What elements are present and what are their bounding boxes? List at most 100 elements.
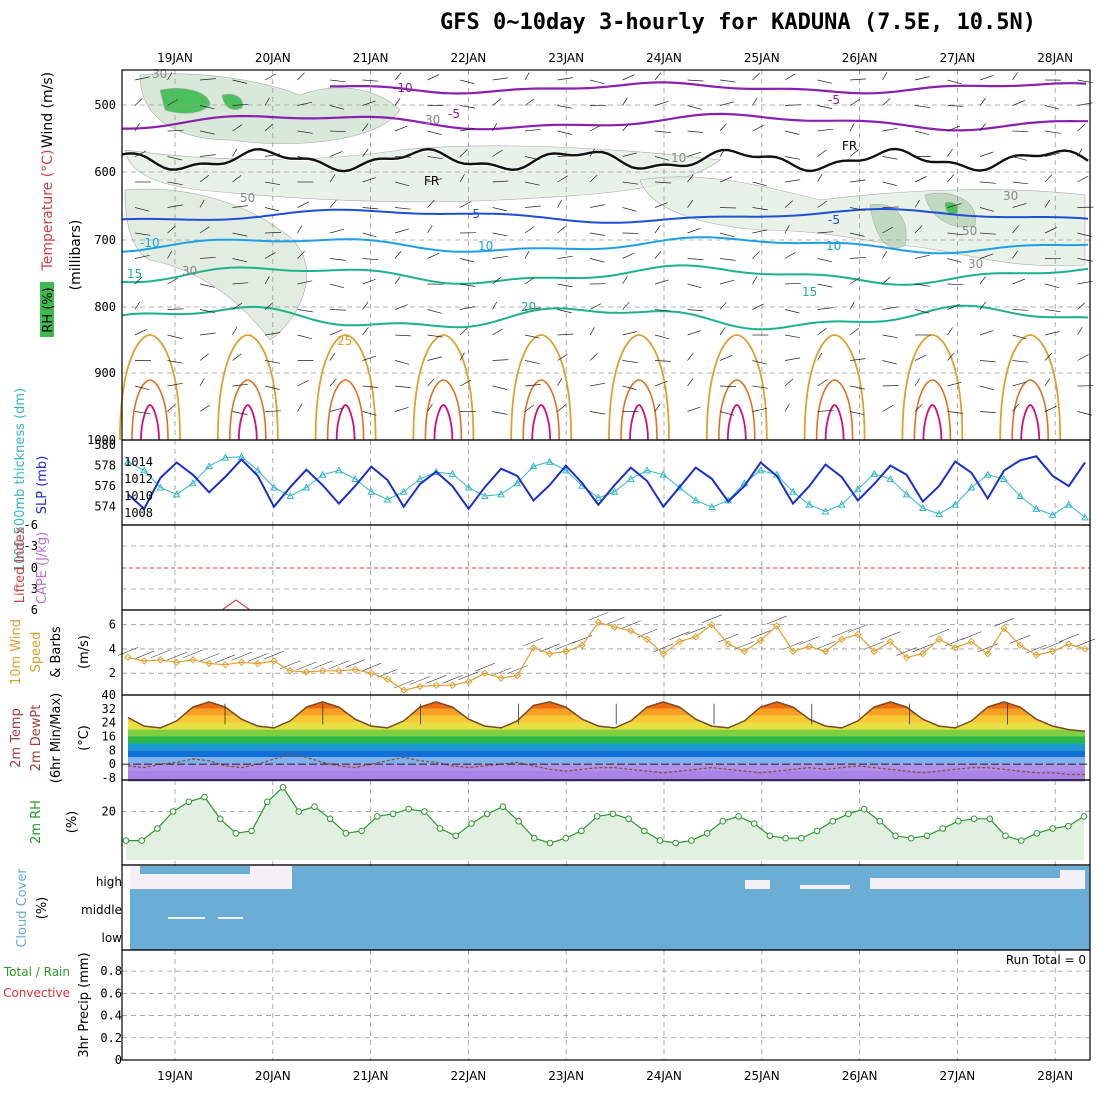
wind-barb — [394, 304, 408, 310]
rh2m-point — [185, 798, 193, 806]
wind-barb — [1012, 72, 1018, 81]
wind-barb — [362, 411, 377, 416]
wind10-barb — [766, 615, 787, 625]
wind-barb — [167, 225, 176, 234]
rh2m-point — [248, 827, 255, 835]
wind-barb — [654, 156, 670, 161]
ylabel-wind10: 10m Wind — [9, 619, 24, 685]
panel-frame — [121, 609, 1091, 696]
wind-barb — [297, 156, 312, 161]
wind-barb — [167, 360, 183, 364]
date-label-top: 25JAN — [744, 51, 780, 65]
slp-point — [302, 483, 311, 491]
date-label-top: 24JAN — [646, 51, 682, 65]
wind-barb — [784, 334, 801, 339]
wind-barb — [947, 258, 962, 263]
wind-barb — [882, 405, 894, 412]
ylabel-cloud: Cloud Cover — [15, 868, 30, 948]
date-label-bottom: 20JAN — [255, 1069, 291, 1083]
contour-25 — [608, 334, 670, 441]
slp-point — [1048, 510, 1057, 518]
wind-barb — [622, 276, 628, 285]
wind-barb — [167, 404, 176, 412]
wind-barb — [622, 152, 637, 157]
contour-30 — [620, 379, 658, 441]
ylabel-temp: Temperature (°C) — [40, 150, 56, 272]
y-tick-label: 1000 — [87, 433, 116, 447]
wind-barb — [134, 232, 151, 236]
wind-barb — [167, 99, 179, 106]
wind-barb — [232, 327, 238, 336]
wind10-tick: 6 — [109, 618, 116, 632]
wind-barb — [622, 123, 630, 132]
ylabel-cape: CAPE (J/kg) — [35, 532, 50, 604]
slp-point — [286, 492, 295, 500]
wind-barb — [459, 174, 465, 183]
wind10-point — [708, 620, 716, 629]
rh2m-point — [609, 810, 617, 818]
temp-tick: 32 — [102, 702, 116, 716]
wind-barb — [1077, 302, 1086, 310]
ylabel-precip-conv: Convective — [3, 986, 70, 1000]
ylabel-speed: Speed — [29, 632, 44, 673]
wind-barb — [1044, 199, 1051, 208]
wind10-barb — [864, 641, 885, 650]
wind-barb — [752, 276, 758, 285]
date-label-top: 21JAN — [353, 51, 389, 65]
wind-barb — [752, 124, 764, 132]
wind10-barb — [458, 671, 479, 680]
contour-label: -5 — [828, 93, 840, 107]
panel-frame — [121, 949, 1091, 1061]
wind-barb — [752, 385, 768, 389]
wind-barb — [752, 229, 768, 234]
wind-barb — [654, 279, 669, 285]
wind-barb — [914, 283, 931, 287]
slp-point — [545, 457, 554, 465]
wind-barb — [492, 328, 503, 336]
wind-barb — [362, 385, 379, 388]
wind-barb — [524, 334, 540, 339]
wind-barb — [849, 301, 855, 310]
wind-barb — [1044, 353, 1053, 361]
wind-barb — [719, 79, 736, 83]
cloud-patch — [140, 866, 250, 874]
slp-point — [448, 469, 457, 477]
temp-band-cold — [128, 771, 1085, 782]
contour-label: 30 — [968, 257, 983, 271]
precip-tick: 0.2 — [100, 1031, 122, 1045]
wind-barb — [297, 280, 313, 285]
contour-label: 15 — [802, 285, 817, 299]
wind-barb — [882, 181, 897, 186]
date-label-bottom: 23JAN — [548, 1069, 584, 1083]
wind-barb — [1044, 130, 1061, 134]
wind-barb — [264, 73, 276, 81]
rh-shade — [139, 73, 401, 144]
contour-label: 10 — [826, 239, 841, 253]
wind10-point — [1016, 641, 1024, 650]
wind-barb — [914, 354, 927, 361]
date-label-bottom: 28JAN — [1037, 1069, 1073, 1083]
precip-tick: 0.6 — [100, 986, 122, 1000]
temp-band — [128, 708, 1085, 716]
wind10-barb — [312, 660, 333, 670]
wind-barb — [1077, 123, 1086, 132]
wind-barb — [167, 204, 183, 208]
wind-barb — [459, 283, 476, 287]
wind-barb — [297, 201, 310, 208]
slp-point — [626, 474, 635, 482]
slp-point — [854, 485, 862, 493]
slp-point — [1032, 504, 1041, 512]
wind-barb — [362, 327, 369, 336]
wind-barb — [817, 328, 827, 336]
wind-barb — [1012, 130, 1029, 133]
wind10-point — [756, 636, 765, 645]
rh2m-point — [1065, 822, 1072, 830]
wind-barb — [264, 276, 270, 285]
temp2m-line — [127, 701, 1086, 733]
slp-point — [594, 493, 603, 501]
wind-barb — [589, 411, 606, 415]
wind-barb — [817, 379, 828, 387]
wind-barb — [394, 207, 411, 210]
wind-barb — [329, 378, 337, 387]
contour-25 — [999, 334, 1062, 441]
